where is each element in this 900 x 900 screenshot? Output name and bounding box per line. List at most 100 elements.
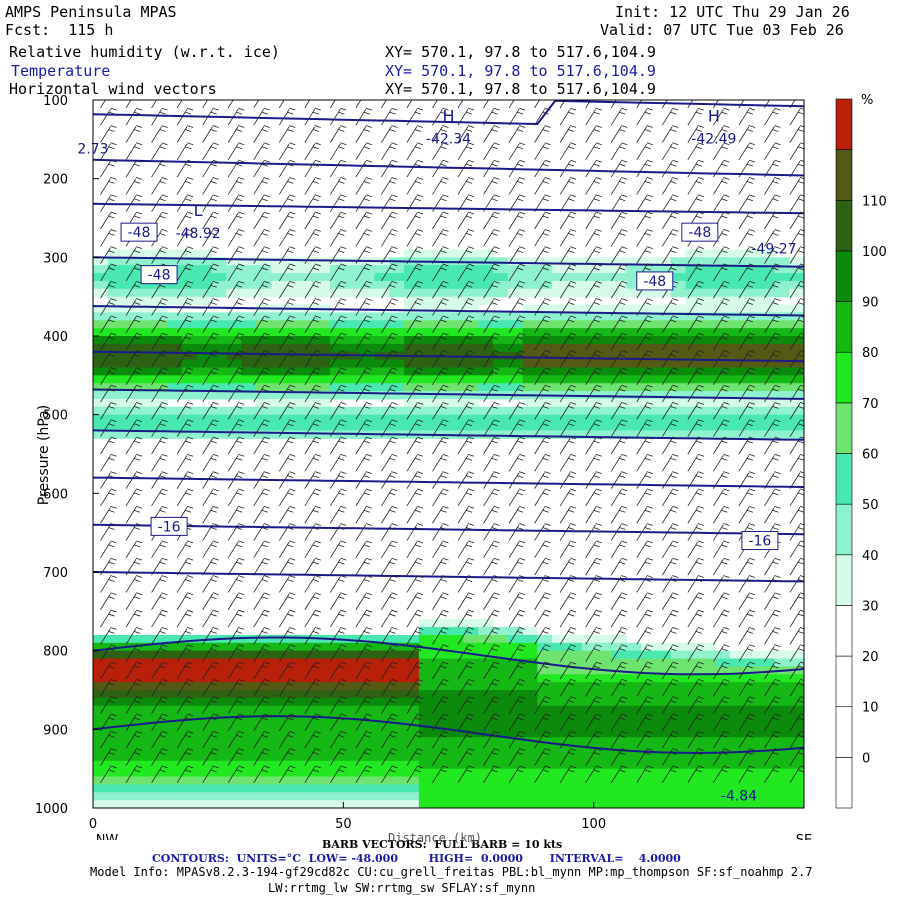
rh-cell (507, 414, 524, 424)
wind-barb (738, 765, 756, 784)
wind-barb (687, 626, 704, 645)
rh-cell (611, 304, 627, 313)
rh-cell (626, 721, 642, 730)
wind-barb (125, 402, 143, 420)
rh-cell (93, 697, 109, 707)
rh-cell (463, 634, 479, 644)
wind-barb (661, 748, 679, 766)
rh-cell (226, 729, 242, 738)
wind-barb (713, 125, 730, 143)
rh-cell (359, 288, 376, 298)
wind-barb (227, 592, 245, 610)
wind-barb (585, 159, 602, 178)
rh-cell (744, 713, 761, 723)
rh-cell (93, 359, 109, 369)
rh-cell (626, 328, 642, 337)
rh-cell (626, 288, 642, 298)
rh-cell (315, 398, 331, 408)
wind-barb (125, 384, 143, 403)
rh-cell (404, 745, 420, 754)
wind-barb (432, 177, 449, 195)
rh-cell (270, 391, 287, 400)
rh-cell (759, 391, 775, 400)
wind-barb (636, 384, 653, 403)
wind-barb (355, 367, 372, 385)
rh-cell (581, 257, 598, 266)
rh-cell (463, 642, 479, 652)
wind-barb (457, 644, 475, 662)
wind-barb (100, 575, 117, 593)
rh-cell (344, 705, 361, 715)
wind-barb (687, 609, 704, 628)
rh-cell (581, 752, 598, 762)
rh-cell (655, 351, 672, 361)
rh-cell (285, 729, 301, 738)
rh-cell (596, 721, 613, 730)
wind-barb (483, 159, 500, 178)
wind-barb (559, 211, 577, 230)
rh-cell (404, 328, 420, 337)
wind-barb (534, 696, 551, 714)
wind-barb (636, 626, 653, 645)
rh-cell (522, 273, 538, 282)
rh-cell (93, 383, 109, 392)
rh-cell (522, 351, 538, 361)
wind-barb (329, 505, 347, 524)
rh-cell (729, 713, 746, 723)
rh-cell (744, 422, 761, 431)
wind-barb (687, 436, 704, 455)
rh-cell (330, 406, 346, 416)
rh-cell (670, 800, 687, 808)
rh-cell (759, 406, 775, 416)
rh-cell (359, 729, 376, 738)
rh-cell (759, 705, 775, 715)
rh-cell (241, 784, 257, 793)
rh-cell (300, 800, 316, 808)
rh-cell (107, 414, 124, 424)
wind-barb (661, 246, 679, 264)
rh-cell (655, 336, 672, 345)
rh-cell (507, 776, 524, 785)
rh-cell (300, 398, 316, 408)
rh-cell (344, 674, 361, 683)
rh-cell (759, 776, 775, 785)
rh-cell (433, 359, 450, 369)
wind-barb (789, 644, 804, 662)
rh-cell (641, 391, 657, 400)
rh-cell (463, 627, 479, 636)
wind-barb (534, 471, 551, 489)
rh-cell (93, 265, 109, 274)
rh-cell (374, 288, 390, 298)
wind-barb (585, 332, 602, 351)
wind-barb (381, 100, 387, 109)
wind-barb (636, 100, 643, 109)
wind-barb (355, 626, 372, 645)
rh-cell (93, 273, 109, 282)
rh-cell (93, 776, 109, 785)
rh-cell (596, 414, 613, 424)
rh-cell (478, 776, 494, 785)
wind-barb (355, 488, 372, 507)
contour-label-box (681, 222, 719, 242)
rh-cell (478, 406, 494, 416)
rh-cell (715, 359, 731, 369)
wind-barb (253, 419, 270, 437)
wind-barb (559, 626, 577, 645)
rh-cell (670, 642, 687, 652)
rh-cell (270, 406, 287, 416)
rh-cell (448, 343, 464, 353)
wind-barb (176, 713, 194, 732)
rh-cell (167, 320, 183, 329)
rh-cell (789, 280, 804, 290)
rh-cell (744, 257, 761, 266)
wind-barb (125, 159, 143, 178)
rh-cell (729, 249, 746, 258)
rh-cell (478, 249, 494, 258)
rh-cell (685, 265, 701, 274)
wind-barb (176, 125, 194, 143)
rh-cell (241, 280, 257, 290)
rh-cell (700, 406, 716, 416)
rh-cell (137, 800, 153, 808)
rh-cell (567, 634, 583, 644)
wind-barb (483, 107, 500, 126)
